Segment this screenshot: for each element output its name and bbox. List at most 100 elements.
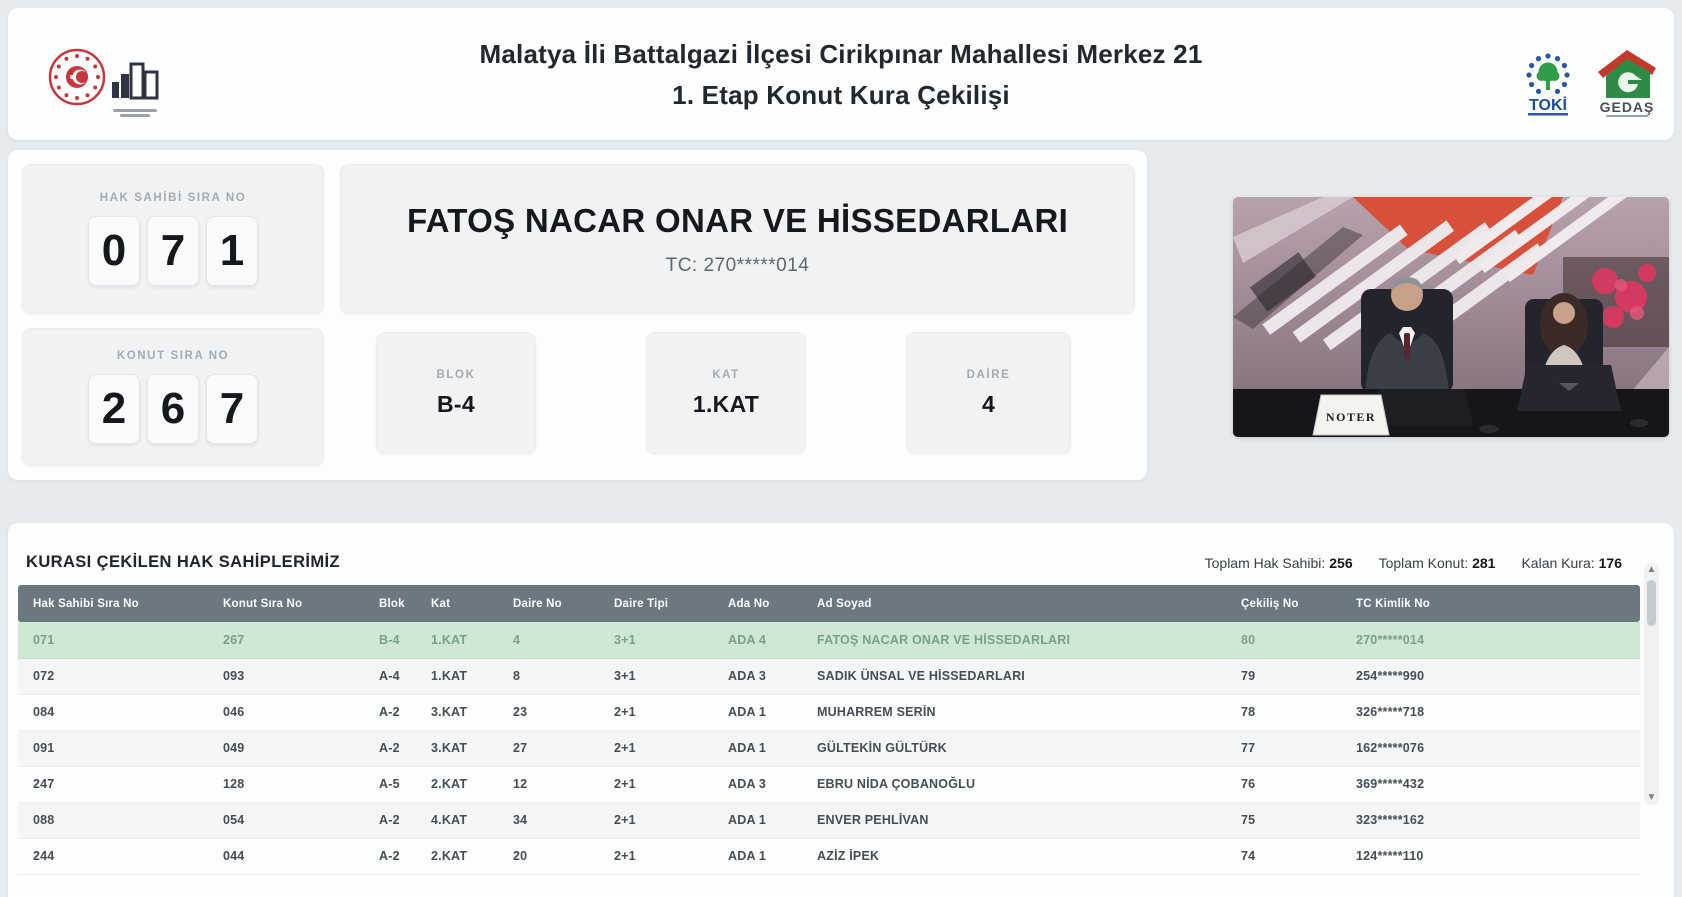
- logo-caption-line: [113, 109, 157, 112]
- table-cell: 3+1: [606, 658, 720, 695]
- table-cell: A-2: [371, 838, 423, 875]
- digit-box: 7: [147, 216, 199, 286]
- table-cell: SADIK ÜNSAL VE HİSSEDARLARI: [809, 658, 1233, 695]
- table-cell: 128: [215, 766, 371, 803]
- table-cell: 267: [215, 622, 371, 659]
- results-title: KURASI ÇEKİLEN HAK SAHİPLERİMİZ: [26, 553, 340, 571]
- table-cell: 27: [505, 730, 606, 767]
- table-cell: 2.KAT: [423, 838, 505, 875]
- table-cell: 323*****162: [1348, 802, 1640, 839]
- table-cell: 78: [1233, 694, 1348, 731]
- column-header: Ad Soyad: [809, 585, 1233, 622]
- daire-value: 4: [981, 390, 996, 417]
- column-header: Hak Sahibi Sıra No: [18, 585, 215, 622]
- table-cell: 054: [215, 802, 371, 839]
- daire-label: DAİRE: [966, 368, 1011, 381]
- table-cell: 072: [18, 658, 215, 695]
- table-row: 084 046 A-2 3.KAT 23 2+1 ADA 1 MUHARREM SERİN 78…: [18, 694, 1640, 731]
- person-man: [1365, 277, 1449, 393]
- table-cell: 2+1: [606, 766, 720, 803]
- table-cell: AZİZ İPEK: [809, 838, 1233, 875]
- svg-text:TOKİ: TOKİ: [1529, 96, 1567, 114]
- table-cell: 124*****110: [1348, 838, 1640, 875]
- stat-item: Toplam Hak Sahibi: 256: [1204, 555, 1353, 571]
- table-cell: 12: [505, 766, 606, 803]
- header: Malatya İli Battalgazi İlçesi Cirikpınar…: [8, 8, 1674, 140]
- government-emblem-icon: [48, 48, 106, 111]
- table-row: 247 128 A-5 2.KAT 12 2+1 ADA 3 EBRU NİDA ÇOBANO…: [18, 766, 1640, 803]
- title-line-2: 1. Etap Konut Kura Çekilişi: [672, 80, 1010, 110]
- table-cell: 088: [18, 802, 215, 839]
- table-cell: 247: [18, 766, 215, 803]
- live-video-feed: NOTER: [1233, 197, 1669, 437]
- scroll-up-icon[interactable]: ▲: [1646, 564, 1657, 575]
- kat-value: 1.KAT: [692, 390, 760, 417]
- gedas-logo-icon: GEDAŞ: [1594, 46, 1660, 125]
- logo-caption-line: [120, 114, 150, 117]
- table-cell: ADA 1: [720, 730, 809, 767]
- winner-name: FATOŞ NACAR ONAR VE HİSSEDARLARI: [406, 201, 1069, 239]
- table-cell: 270*****014: [1348, 622, 1640, 659]
- table-cell: 071: [18, 622, 215, 659]
- page-title: Malatya İli Battalgazi İlçesi Cirikpınar…: [8, 34, 1674, 116]
- table-cell: 044: [215, 838, 371, 875]
- table-cell: 244: [18, 838, 215, 875]
- table-row: 091 049 A-2 3.KAT 27 2+1 ADA 1 GÜLTEKİN GÜLTÜRK…: [18, 730, 1640, 767]
- table-cell: 4.KAT: [423, 802, 505, 839]
- table-cell: 20: [505, 838, 606, 875]
- konut-label: KONUT SIRA NO: [116, 350, 230, 362]
- column-header: TC Kimlik No: [1348, 585, 1640, 622]
- blok-card: BLOK B-4: [376, 332, 536, 454]
- table-row: 244 044 A-2 2.KAT 20 2+1 ADA 1 AZİZ İPEK 74 124**…: [18, 838, 1640, 875]
- kat-card: KAT 1.KAT: [646, 332, 806, 454]
- column-header: Ada No: [720, 585, 809, 622]
- scroll-thumb[interactable]: [1647, 580, 1656, 626]
- table-cell: 74: [1233, 838, 1348, 875]
- table-cell: 2+1: [606, 694, 720, 731]
- scroll-down-icon[interactable]: ▼: [1646, 792, 1657, 803]
- toki-logo-icon: TOKİ: [1520, 50, 1576, 125]
- table-header-row: Hak Sahibi Sıra No Konut Sıra No Blok Kat Da…: [18, 585, 1640, 622]
- table-cell: A-2: [371, 802, 423, 839]
- winner-name-card: FATOŞ NACAR ONAR VE HİSSEDARLARI TC: 270…: [340, 164, 1135, 314]
- stat-item: Toplam Konut: 281: [1378, 555, 1496, 571]
- table-cell: 1.KAT: [423, 658, 505, 695]
- digit-box: 0: [88, 216, 140, 286]
- table-scrollbar[interactable]: ▲ ▼: [1644, 563, 1659, 805]
- blok-label: BLOK: [436, 368, 476, 381]
- column-header: Çekiliş No: [1233, 585, 1348, 622]
- table-cell: B-4: [371, 622, 423, 659]
- table-cell: 369*****432: [1348, 766, 1640, 803]
- digit-box: 7: [206, 374, 258, 444]
- table-cell: 8: [505, 658, 606, 695]
- table-cell: 084: [18, 694, 215, 731]
- table-cell: MUHARREM SERİN: [809, 694, 1233, 731]
- table-cell: 326*****718: [1348, 694, 1640, 731]
- table-cell: EBRU NİDA ÇOBANOĞLU: [809, 766, 1233, 803]
- table-cell: 162*****076: [1348, 730, 1640, 767]
- table-cell: 049: [215, 730, 371, 767]
- housing-authority-logo-icon: [108, 52, 162, 117]
- column-header: Daire Tipi: [606, 585, 720, 622]
- table-cell: 77: [1233, 730, 1348, 767]
- digit-box: 6: [147, 374, 199, 444]
- table-cell: 3.KAT: [423, 730, 505, 767]
- daire-card: DAİRE 4: [906, 332, 1071, 454]
- table-row: 071 267 B-4 1.KAT 4 3+1 ADA 4 FATOŞ NACAR ONAR …: [18, 622, 1640, 659]
- table-cell: 23: [505, 694, 606, 731]
- table-cell: 3+1: [606, 622, 720, 659]
- table-cell: A-4: [371, 658, 423, 695]
- table-cell: ENVER PEHLİVAN: [809, 802, 1233, 839]
- summary-stats: Toplam Hak Sahibi: 256 Toplam Konut: 281 Kal…: [1205, 555, 1622, 571]
- table-cell: 75: [1233, 802, 1348, 839]
- svg-text:NOTER: NOTER: [1326, 410, 1376, 424]
- table-cell: 2+1: [606, 730, 720, 767]
- column-header: Konut Sıra No: [215, 585, 371, 622]
- digit-box: 2: [88, 374, 140, 444]
- table-cell: FATOŞ NACAR ONAR VE HİSSEDARLARI: [809, 622, 1233, 659]
